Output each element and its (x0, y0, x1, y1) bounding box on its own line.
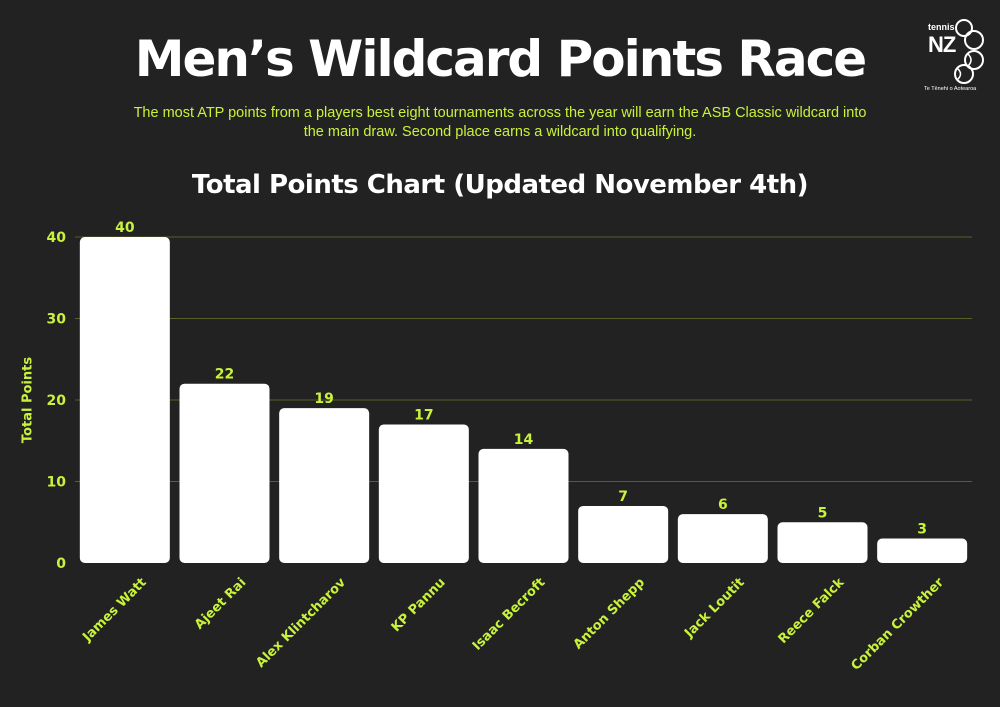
x-tick-label: Isaac Becroft (470, 575, 548, 653)
bar (79, 237, 170, 563)
bar (777, 522, 868, 563)
data-label: 22 (215, 367, 234, 383)
x-tick-label: KP Pannu (389, 575, 449, 635)
data-label: 40 (115, 220, 135, 236)
x-tick-label: Jack Loutit (681, 575, 747, 641)
data-label: 17 (414, 407, 433, 423)
chart-title: Total Points Chart (Updated November 4th… (191, 170, 809, 200)
x-tick-label: Reece Falck (776, 575, 848, 647)
x-tick-label: Alex Klintcharov (253, 575, 349, 671)
y-tick-label: 30 (47, 312, 67, 328)
tennis-nz-logo: tennis NZ Te Tēnehi o Aotearoa (922, 18, 986, 94)
bar (179, 383, 270, 563)
y-tick-label: 40 (47, 230, 67, 246)
x-tick-label: James Watt (79, 575, 149, 645)
page-subtitle: The most ATP points from a players best … (133, 105, 867, 140)
data-label: 14 (514, 432, 534, 448)
bar (877, 538, 968, 563)
y-tick-label: 20 (47, 393, 67, 409)
bar (578, 505, 669, 563)
data-label: 6 (718, 497, 728, 513)
bar (378, 424, 469, 563)
y-tick-label: 10 (47, 475, 67, 491)
page-title: Men’s Wildcard Points Race (134, 30, 867, 88)
data-label: 3 (917, 522, 927, 538)
bar (478, 448, 569, 563)
data-label: 5 (818, 505, 828, 521)
y-tick-label: 0 (56, 556, 66, 572)
data-label: 19 (314, 391, 333, 407)
bar (677, 514, 768, 563)
tennis-ball-icon (954, 19, 984, 84)
x-tick-label: Ajeet Rai (192, 575, 249, 632)
x-tick-label: Corban Crowther (848, 575, 947, 674)
bar (279, 408, 370, 563)
logo-big-text: NZ (928, 32, 956, 57)
x-tick-label: Anton Shepp (571, 575, 648, 652)
logo-small-text: tennis (928, 22, 955, 32)
data-label: 7 (618, 489, 628, 505)
logo-tagline: Te Tēnehi o Aotearoa (924, 86, 977, 92)
